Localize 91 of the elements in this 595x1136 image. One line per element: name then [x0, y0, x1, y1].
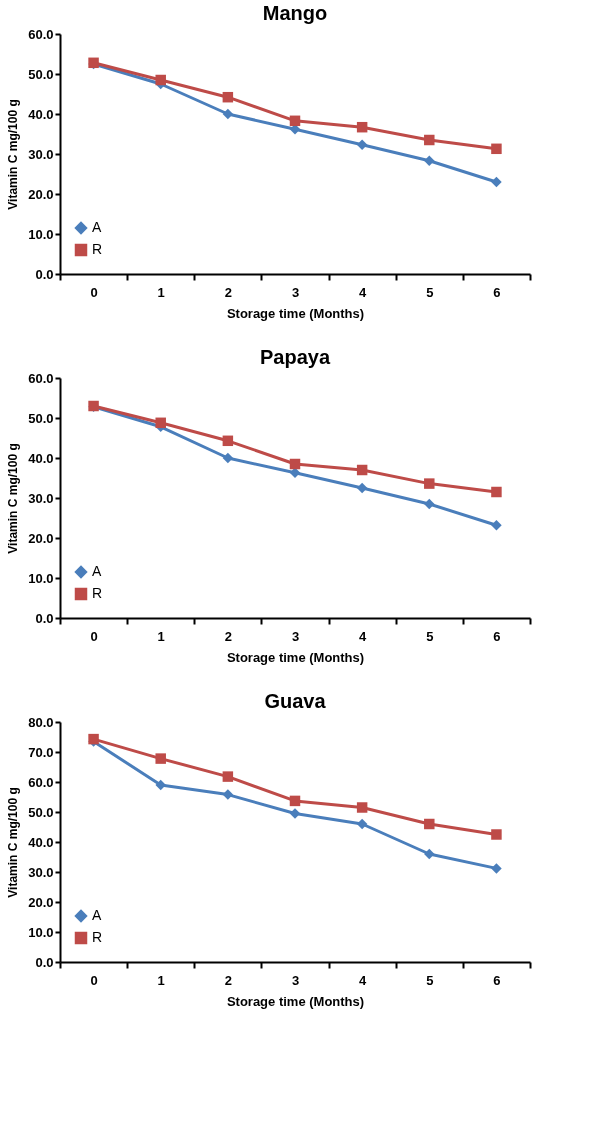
point	[222, 771, 234, 782]
x-tick-label: 5	[426, 972, 434, 988]
point	[222, 789, 234, 800]
legend-label: A	[92, 219, 102, 235]
point	[356, 139, 368, 151]
legend-label: A	[92, 563, 102, 579]
y-tick-label: 20.0	[28, 186, 54, 202]
x-axis-title: Storage time (Months)	[226, 305, 365, 321]
y-tick-label: 40.0	[28, 106, 54, 122]
point	[491, 519, 502, 531]
x-tick-label: 0	[90, 628, 98, 644]
point	[424, 498, 435, 510]
x-tick-label: 1	[157, 972, 165, 988]
point	[424, 818, 435, 830]
y-tick-label: 40.0	[28, 834, 54, 850]
point	[155, 779, 166, 791]
point	[491, 486, 502, 498]
x-tick-label: 4	[359, 284, 368, 300]
y-tick-label: 30.0	[28, 490, 54, 506]
y-tick-label: 0.0	[35, 610, 54, 626]
y-tick-label: 80.0	[28, 714, 54, 730]
y-axis-title: Vitamin C mg/100 g	[6, 787, 21, 898]
legend-label: R	[92, 585, 103, 601]
legend-label: R	[92, 929, 103, 945]
x-tick-label: 2	[224, 284, 232, 300]
y-tick-label: 10.0	[28, 924, 54, 940]
y-tick-label: 50.0	[28, 804, 54, 820]
point	[491, 176, 502, 188]
point	[424, 478, 435, 489]
point	[424, 848, 435, 860]
x-tick-label: 4	[359, 972, 368, 988]
x-tick-label: 5	[426, 284, 434, 300]
x-tick-label: 6	[493, 972, 501, 988]
x-axis-title: Storage time (Months)	[226, 993, 365, 1009]
y-tick-label: 70.0	[28, 744, 54, 760]
point	[289, 458, 301, 470]
x-tick-label: 0	[90, 972, 98, 988]
point	[289, 795, 301, 807]
point	[222, 91, 234, 103]
y-tick-label: 50.0	[28, 410, 54, 426]
legend-label: R	[92, 241, 103, 257]
x-tick-label: 6	[493, 628, 501, 644]
point	[356, 818, 368, 830]
x-tick-label: 2	[224, 628, 232, 644]
chart-title: Papaya	[259, 346, 331, 368]
point	[356, 802, 368, 813]
y-tick-label: 0.0	[35, 954, 54, 970]
point	[424, 155, 435, 167]
point	[222, 452, 234, 464]
y-tick-label: 10.0	[28, 226, 54, 242]
y-tick-label: 60.0	[28, 26, 54, 42]
y-axis-title: Vitamin C mg/100 g	[6, 443, 21, 554]
point	[356, 464, 368, 476]
y-tick-label: 20.0	[28, 530, 54, 546]
x-tick-label: 1	[157, 284, 165, 300]
chart-title: Mango	[262, 2, 328, 24]
point	[155, 753, 166, 764]
point	[491, 829, 502, 840]
y-tick-label: 20.0	[28, 894, 54, 910]
x-tick-label: 3	[291, 284, 300, 300]
x-tick-label: 3	[291, 628, 300, 644]
legend-label: A	[92, 907, 102, 923]
point	[289, 808, 301, 819]
y-tick-label: 60.0	[28, 774, 54, 790]
point	[356, 482, 368, 494]
x-tick-label: 5	[426, 628, 434, 644]
x-axis-title: Storage time (Months)	[226, 649, 365, 665]
x-tick-label: 0	[90, 284, 98, 300]
point	[424, 134, 435, 146]
y-tick-label: 10.0	[28, 570, 54, 586]
y-tick-label: 30.0	[28, 146, 54, 162]
point	[356, 121, 368, 133]
x-tick-label: 4	[359, 628, 368, 644]
y-tick-label: 30.0	[28, 864, 54, 880]
point	[289, 115, 301, 127]
x-tick-label: 2	[224, 972, 232, 988]
y-tick-label: 60.0	[28, 370, 54, 386]
point	[222, 435, 234, 447]
point	[155, 74, 166, 86]
point	[491, 143, 502, 155]
x-tick-label: 3	[291, 972, 300, 988]
point	[222, 108, 234, 120]
point	[155, 417, 166, 429]
chart-title: Guava	[264, 690, 327, 712]
y-tick-label: 50.0	[28, 66, 54, 82]
point	[491, 863, 502, 874]
y-tick-label: 40.0	[28, 450, 54, 466]
x-tick-label: 1	[157, 628, 165, 644]
y-axis-title: Vitamin C mg/100 g	[6, 99, 21, 210]
x-tick-label: 6	[493, 284, 501, 300]
y-tick-label: 0.0	[35, 266, 54, 282]
